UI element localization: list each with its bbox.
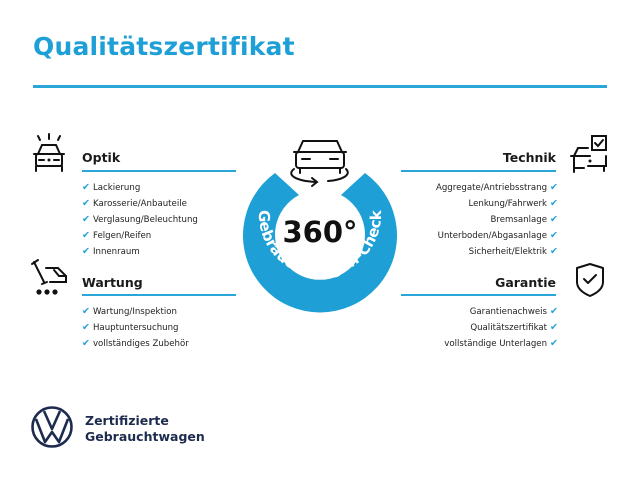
shield-check-icon — [576, 263, 604, 297]
list-item: ✔ Verglasung/Beleuchtung — [82, 214, 198, 225]
check-icon: ✔ — [550, 338, 558, 349]
page-title: Qualitätszertifikat — [33, 32, 295, 61]
wartung-list: ✔ Wartung/Inspektion ✔ Hauptuntersuchung ✔… — [82, 304, 189, 352]
wartung-heading: Wartung — [82, 275, 143, 290]
list-item: ✔ Lackierung — [82, 182, 141, 193]
technik-list: Aggregate/Antriebsstrang ✔ Lenkung/Fahrwe… — [436, 180, 558, 260]
badge-value: 360° — [282, 215, 357, 249]
garantie-divider — [401, 294, 556, 296]
badge-ring — [243, 173, 397, 313]
brand-line-2: Gebrauchtwagen — [85, 429, 205, 444]
car-lights-icon — [33, 133, 65, 172]
list-item: Aggregate/Antriebsstrang ✔ — [435, 182, 558, 193]
check-icon: ✔ — [550, 182, 558, 193]
list-item: ✔ Karosserie/Anbauteile — [82, 198, 187, 209]
check-icon: ✔ — [82, 322, 90, 333]
check-icon: ✔ — [550, 198, 558, 209]
check-icon: ✔ — [82, 338, 90, 349]
technik-divider — [401, 170, 556, 172]
technik-heading: Technik — [502, 150, 556, 165]
optik-heading: Optik — [82, 150, 121, 165]
check-icon: ✔ — [550, 230, 558, 241]
garantie-heading: Garantie — [495, 275, 556, 290]
vw-logo — [31, 406, 73, 448]
service-tools-icon — [31, 259, 67, 295]
list-item: ✔ Innenraum — [82, 246, 140, 257]
brand-line-1: Zertifizierte — [85, 413, 169, 428]
list-item: Lenkung/Fahrwerk ✔ — [468, 198, 558, 209]
360-check-badge: Gebrauchtwagen-Check 360° — [243, 140, 397, 313]
wartung-divider — [82, 294, 236, 296]
check-icon: ✔ — [550, 214, 558, 225]
list-item: Unterboden/Abgasanlage ✔ — [437, 230, 558, 241]
list-item: Sicherheit/Elektrik ✔ — [468, 246, 558, 257]
list-item: ✔ vollständiges Zubehör — [82, 338, 189, 349]
check-icon: ✔ — [82, 214, 90, 225]
check-icon: ✔ — [82, 306, 90, 317]
list-item: ✔ Felgen/Reifen — [82, 230, 152, 241]
check-icon: ✔ — [82, 198, 90, 209]
list-item: vollständige Unterlagen ✔ — [444, 338, 558, 349]
optik-divider — [82, 170, 236, 172]
car-checklist-icon — [570, 135, 607, 173]
title-divider — [33, 85, 607, 88]
garantie-list: Garantienachweis ✔ Qualitätszertifikat ✔ v… — [444, 304, 558, 352]
check-icon: ✔ — [550, 322, 558, 333]
list-item: Bremsanlage ✔ — [490, 214, 558, 225]
brand-text: Zertifizierte Gebrauchtwagen — [85, 413, 205, 445]
optik-list: ✔ Lackierung ✔ Karosserie/Anbauteile ✔ Verg… — [82, 180, 198, 260]
check-icon: ✔ — [550, 246, 558, 257]
list-item: Qualitätszertifikat ✔ — [470, 322, 558, 333]
car-rotate-icon — [290, 140, 349, 187]
check-icon: ✔ — [82, 182, 90, 193]
check-icon: ✔ — [550, 306, 558, 317]
list-item: ✔ Hauptuntersuchung — [82, 322, 179, 333]
list-item: Garantienachweis ✔ — [469, 306, 558, 317]
check-icon: ✔ — [82, 246, 90, 257]
check-icon: ✔ — [82, 230, 90, 241]
list-item: ✔ Wartung/Inspektion — [82, 306, 177, 317]
